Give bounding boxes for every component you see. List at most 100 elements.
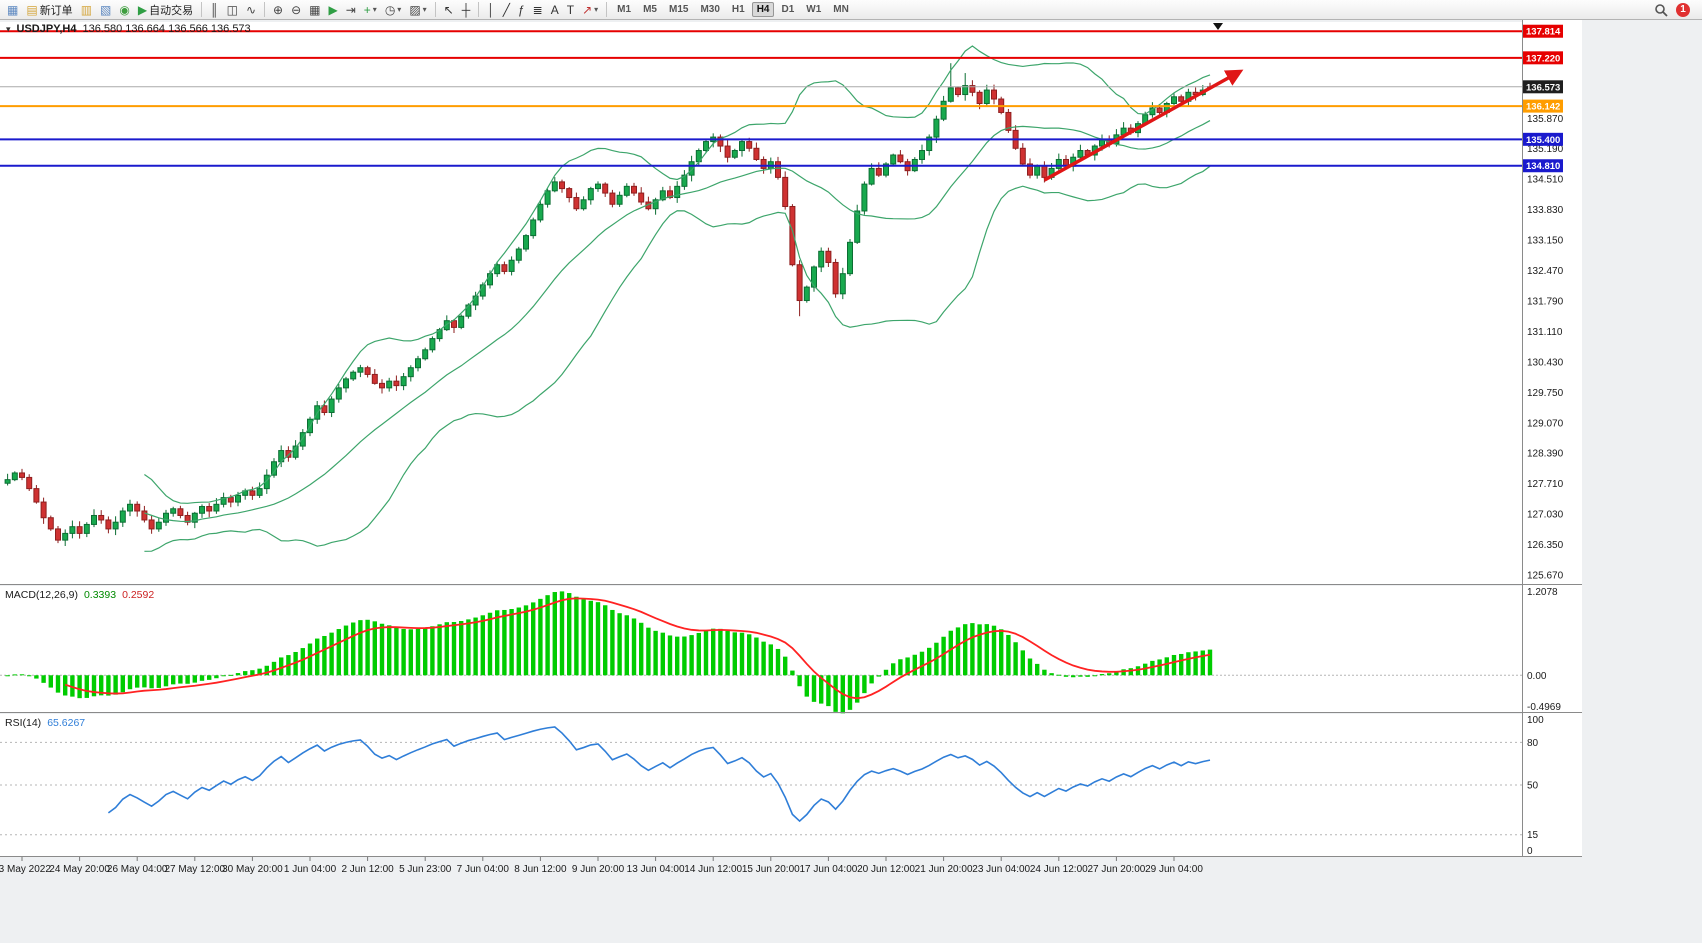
new-chart-button[interactable]: ▦ xyxy=(3,0,22,19)
text-button[interactable]: A xyxy=(547,0,563,19)
zoom-in-button[interactable]: ⊕ xyxy=(269,0,287,19)
new-order-button-label: 新订单 xyxy=(39,4,73,17)
chart-shift-marker[interactable] xyxy=(1213,23,1223,30)
candle xyxy=(328,398,335,413)
candle xyxy=(199,506,205,514)
macd-histogram-bar xyxy=(91,675,97,697)
time-axis-label: 27 Jun 20:00 xyxy=(1087,864,1145,875)
macd-histogram-bar xyxy=(5,675,10,677)
macd-histogram-bar xyxy=(898,659,903,676)
timeframe-d1[interactable]: D1 xyxy=(781,4,795,15)
zoom-out-button[interactable]: ⊖ xyxy=(287,0,305,19)
search-icon[interactable] xyxy=(1654,3,1668,17)
macd-histogram-bar xyxy=(495,610,500,676)
toolbar-separator xyxy=(264,2,266,17)
periods-button[interactable]: ◷ ▾ xyxy=(381,0,406,19)
chart-shift-button[interactable]: ⇥ xyxy=(342,0,360,19)
time-axis-label: 23 Jun 04:00 xyxy=(972,864,1030,875)
macd-histogram-bar xyxy=(883,669,889,676)
candle xyxy=(321,405,328,413)
time-axis-label: 7 Jun 04:00 xyxy=(457,864,510,875)
macd-histogram-bar xyxy=(1150,660,1155,676)
timeframe-h4[interactable]: H4 xyxy=(751,2,775,17)
candle xyxy=(422,349,429,360)
tile-windows-button[interactable]: ▦ xyxy=(305,0,324,19)
candle xyxy=(76,526,83,534)
notification-badge[interactable]: 1 xyxy=(1676,2,1690,17)
macd-histogram-bar xyxy=(797,675,802,687)
candle xyxy=(11,472,18,481)
macd-histogram-bar xyxy=(1071,675,1076,678)
timeframe-m1[interactable]: M1 xyxy=(617,4,632,15)
macd-histogram-bar xyxy=(754,637,759,676)
macd-histogram-bar xyxy=(228,674,233,676)
auto-scroll-button[interactable]: ▶ xyxy=(324,0,341,19)
time-axis-label: 15 Jun 20:00 xyxy=(742,864,800,875)
timeframe-w1[interactable]: W1 xyxy=(806,4,822,15)
cursor-button[interactable]: ↖ xyxy=(440,0,458,19)
macd-histogram-bar xyxy=(1193,651,1198,676)
shapes-button[interactable]: ≣ xyxy=(529,0,547,19)
timeframe-m15[interactable]: M15 xyxy=(668,4,689,15)
indicators-button[interactable]: + ▾ xyxy=(360,0,381,19)
candle xyxy=(659,190,666,201)
candle xyxy=(400,376,407,387)
fibonacci-button-icon: ƒ xyxy=(517,2,525,17)
fibonacci-button[interactable]: ƒ xyxy=(514,0,529,19)
candle xyxy=(753,147,760,160)
bar-chart-button[interactable]: ║ xyxy=(206,0,223,19)
candle xyxy=(926,136,933,152)
time-axis-label: 29 Jun 04:00 xyxy=(1145,864,1203,875)
chart-menu-icon[interactable]: ▾ xyxy=(6,24,11,34)
macd-histogram-bar xyxy=(408,629,413,676)
templates-button[interactable]: ▨ ▾ xyxy=(405,0,430,19)
timeframe-mn[interactable]: MN xyxy=(833,4,849,15)
macd-label: MACD(12,26,9) 0.3393 0.2592 xyxy=(5,589,154,601)
macd-histogram-bar xyxy=(127,675,133,690)
macd-histogram-bar xyxy=(718,628,723,676)
candle xyxy=(681,174,688,187)
candle xyxy=(703,141,709,152)
time-axis-label: 20 Jun 12:00 xyxy=(857,864,915,875)
macd-histogram-bar xyxy=(732,632,737,676)
candle xyxy=(55,528,61,541)
macd-histogram-bar xyxy=(48,675,53,688)
price-badge xyxy=(1523,159,1563,173)
cursor-button-icon: ↖ xyxy=(443,2,454,17)
trend-arrow[interactable] xyxy=(1043,69,1244,182)
candle xyxy=(213,503,220,512)
macd-histogram-bar xyxy=(1186,652,1191,676)
timeframe-m5[interactable]: M5 xyxy=(643,4,657,15)
new-order-button[interactable]: ▤ 新订单 xyxy=(22,0,76,19)
macd-histogram-bar xyxy=(358,620,363,676)
macd-pane[interactable] xyxy=(0,586,1522,712)
candle xyxy=(350,371,357,380)
candle xyxy=(386,380,393,389)
main-chart-pane[interactable] xyxy=(0,22,1522,584)
auto-trading-button[interactable]: ▶ 自动交易 xyxy=(134,0,197,19)
text-label-button[interactable]: T xyxy=(563,0,578,19)
macd-histogram-bar xyxy=(192,675,197,683)
candle xyxy=(1171,96,1177,105)
timeframe-h1[interactable]: H1 xyxy=(731,4,745,15)
macd-histogram-bar xyxy=(199,675,205,681)
macd-histogram-bar xyxy=(1121,669,1126,676)
candle xyxy=(501,264,508,272)
arrows-button[interactable]: ↗ ▾ xyxy=(578,0,602,19)
trendline-button[interactable]: ╱ xyxy=(499,0,514,19)
macd-histogram-bar xyxy=(84,675,89,698)
market-watch-button[interactable]: ▥ xyxy=(77,0,96,19)
macd-histogram-bar xyxy=(1027,658,1033,676)
crosshair-button[interactable]: ┼ xyxy=(458,0,475,19)
trendline-button-icon: ╱ xyxy=(502,2,510,17)
line-chart-button[interactable]: ∿ xyxy=(242,0,260,19)
vertical-line-button[interactable]: │ xyxy=(483,0,499,19)
arrows-button-caret: ▾ xyxy=(594,5,599,14)
data-window-button[interactable]: ▧ xyxy=(96,0,115,19)
chart-title: ▾ USDJPY,H4 136.580 136.664 136.566 136.… xyxy=(6,23,251,35)
candlestick-chart-button[interactable]: ◫ xyxy=(223,0,242,19)
mql5-community-button[interactable]: ◉ xyxy=(115,0,133,19)
candle xyxy=(256,488,263,496)
toolbar-separator xyxy=(606,2,608,17)
timeframe-m30[interactable]: M30 xyxy=(700,4,720,15)
